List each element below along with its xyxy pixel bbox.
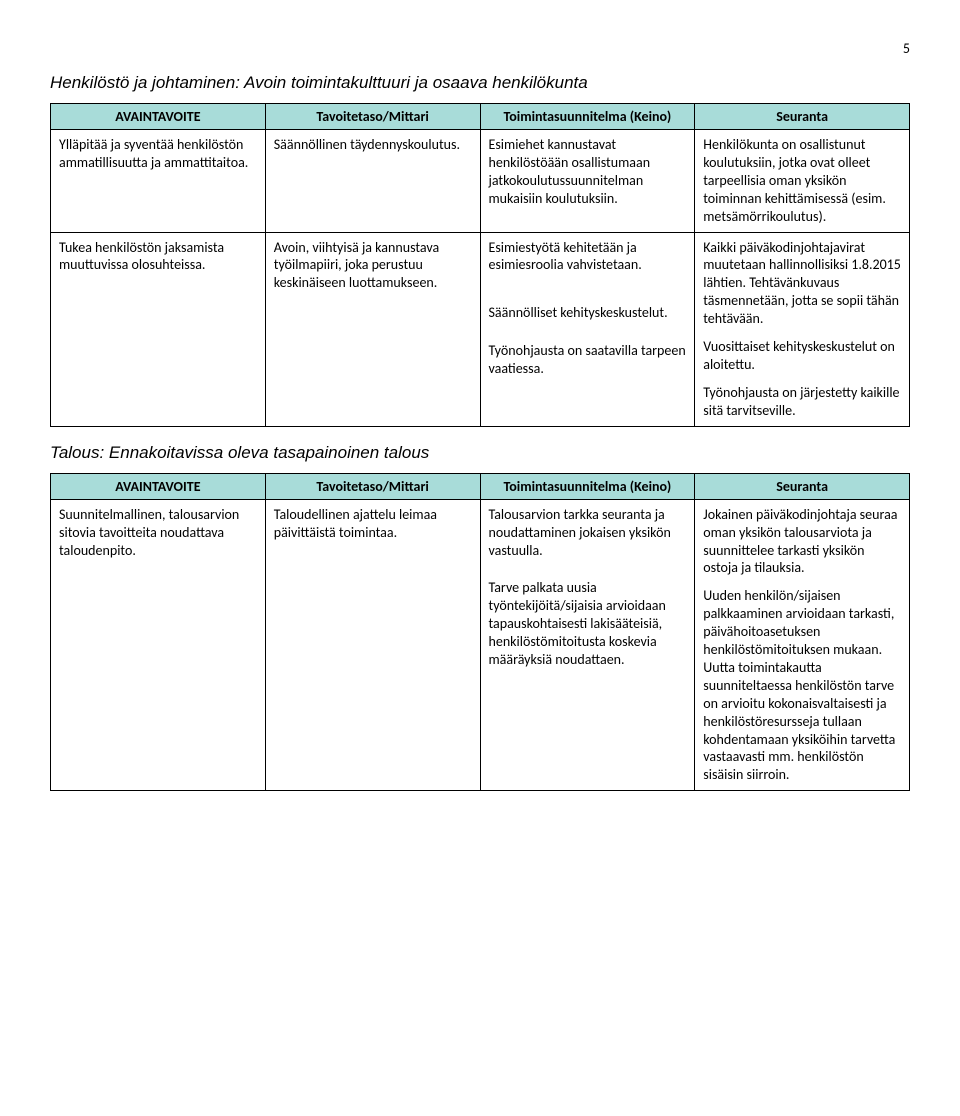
cell-avaintavoite: Suunnitelmallinen, talousarvion sitovia … (51, 499, 266, 791)
col-header: AVAINTAVOITE (51, 473, 266, 499)
cell-mittari: Avoin, viihtyisä ja kannustava työilmapi… (265, 232, 480, 426)
table-row: Tukea henkilöstön jaksamista muuttuvissa… (51, 232, 910, 426)
col-header: Toimintasuunnitelma (Keino) (480, 473, 695, 499)
col-header: Tavoitetaso/Mittari (265, 104, 480, 130)
table-row: Ylläpitää ja syventää henkilöstön ammati… (51, 130, 910, 233)
section1-table: AVAINTAVOITE Tavoitetaso/Mittari Toimint… (50, 103, 910, 427)
cell-text: Säännölliset kehityskeskustelut. (489, 304, 687, 322)
cell-seuranta: Henkilökunta on osallistunut koulutuksii… (695, 130, 910, 233)
page-number: 5 (50, 40, 910, 57)
table-row: Suunnitelmallinen, talousarvion sitovia … (51, 499, 910, 791)
col-header: AVAINTAVOITE (51, 104, 266, 130)
cell-text: Tarve palkata uusia työntekijöitä/sijais… (489, 579, 687, 669)
section2-title: Talous: Ennakoitavissa oleva tasapainoin… (50, 443, 910, 463)
cell-seuranta: Jokainen päiväkodinjohtaja seuraa oman y… (695, 499, 910, 791)
cell-mittari: Taloudellinen ajattelu leimaa päivittäis… (265, 499, 480, 791)
cell-text: Työnohjausta on saatavilla tarpeen vaati… (489, 342, 687, 378)
cell-text: Työnohjausta on järjestetty kaikille sit… (703, 384, 901, 420)
col-header: Tavoitetaso/Mittari (265, 473, 480, 499)
cell-text: Esimiestyötä kehitetään ja esimiesroolia… (489, 239, 687, 275)
cell-avaintavoite: Tukea henkilöstön jaksamista muuttuvissa… (51, 232, 266, 426)
section1-title: Henkilöstö ja johtaminen: Avoin toiminta… (50, 73, 910, 93)
col-header: Toimintasuunnitelma (Keino) (480, 104, 695, 130)
cell-keino: Talousarvion tarkka seuranta ja noudatta… (480, 499, 695, 791)
cell-text: Jokainen päiväkodinjohtaja seuraa oman y… (703, 506, 901, 578)
col-header: Seuranta (695, 473, 910, 499)
cell-mittari: Säännöllinen täydennyskoulutus. (265, 130, 480, 233)
cell-text: Uuden henkilön/sijaisen palkkaaminen arv… (703, 587, 901, 784)
cell-text: Vuosittaiset kehityskeskustelut on aloit… (703, 338, 901, 374)
cell-avaintavoite: Ylläpitää ja syventää henkilöstön ammati… (51, 130, 266, 233)
cell-seuranta: Kaikki päiväkodinjohtajavirat muutetaan … (695, 232, 910, 426)
table-header-row: AVAINTAVOITE Tavoitetaso/Mittari Toimint… (51, 473, 910, 499)
section2-table: AVAINTAVOITE Tavoitetaso/Mittari Toimint… (50, 473, 910, 792)
cell-text: Kaikki päiväkodinjohtajavirat muutetaan … (703, 239, 901, 329)
cell-keino: Esimiehet kannustavat henkilöstöään osal… (480, 130, 695, 233)
col-header: Seuranta (695, 104, 910, 130)
cell-keino: Esimiestyötä kehitetään ja esimiesroolia… (480, 232, 695, 426)
cell-text: Talousarvion tarkka seuranta ja noudatta… (489, 506, 687, 560)
table-header-row: AVAINTAVOITE Tavoitetaso/Mittari Toimint… (51, 104, 910, 130)
